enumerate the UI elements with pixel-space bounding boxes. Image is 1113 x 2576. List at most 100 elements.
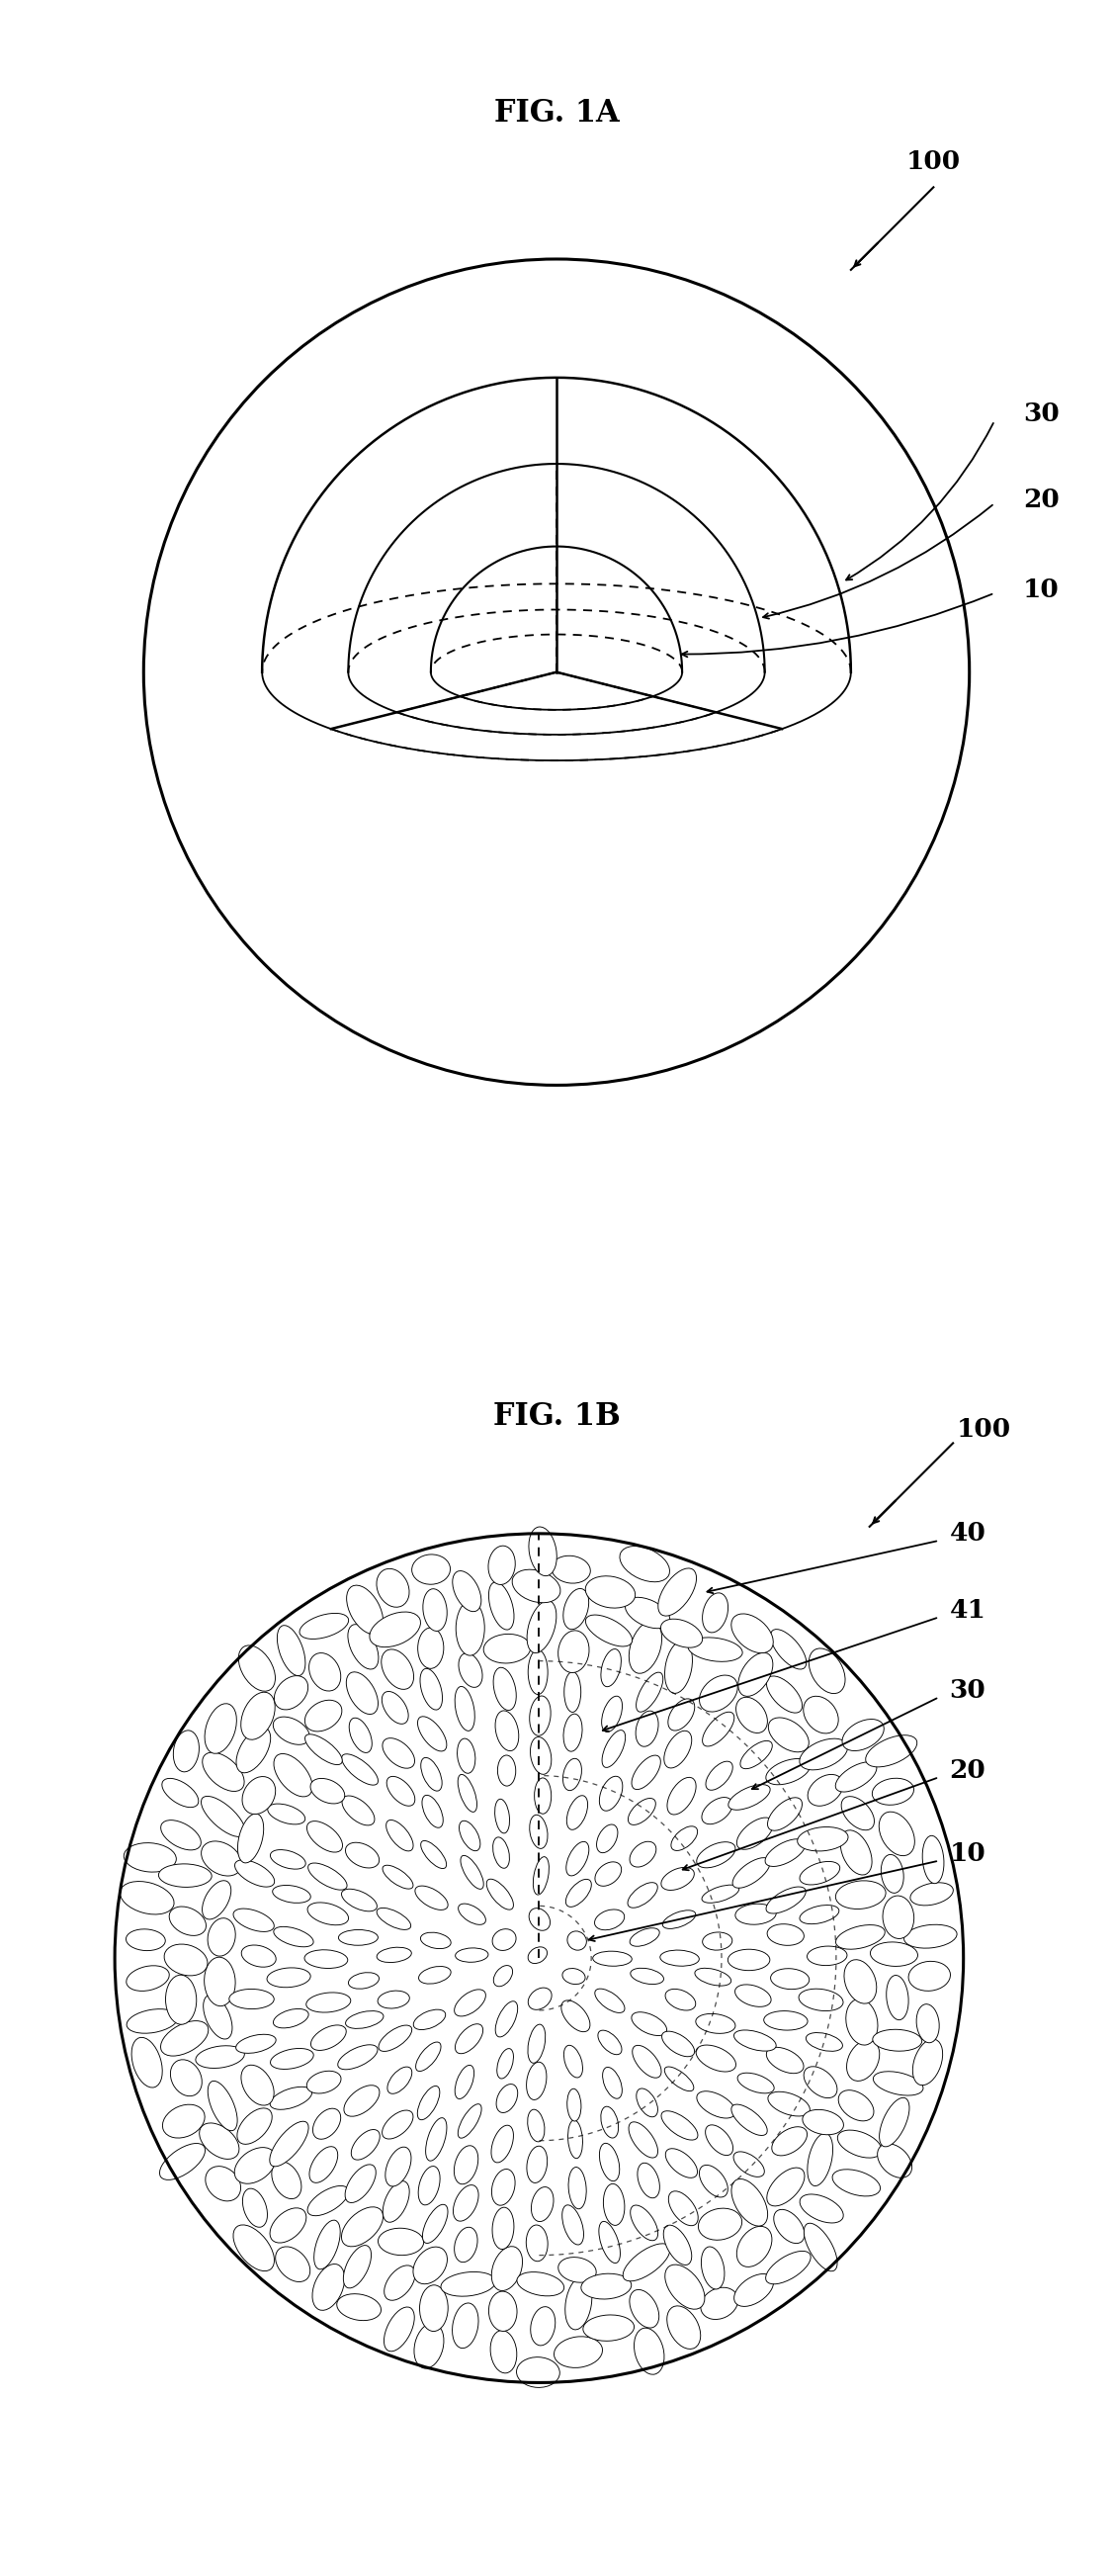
Ellipse shape (585, 1615, 632, 1646)
Ellipse shape (526, 2146, 548, 2182)
Ellipse shape (496, 2084, 518, 2112)
Ellipse shape (174, 1731, 199, 1772)
Ellipse shape (492, 2169, 515, 2205)
Ellipse shape (774, 2210, 805, 2244)
Ellipse shape (126, 1929, 166, 1950)
Ellipse shape (663, 2226, 691, 2264)
Ellipse shape (199, 2123, 239, 2159)
Ellipse shape (873, 2030, 922, 2050)
Ellipse shape (489, 1546, 515, 1584)
Ellipse shape (346, 1584, 383, 1633)
Ellipse shape (382, 2110, 413, 2138)
Ellipse shape (697, 2092, 736, 2117)
Ellipse shape (491, 2125, 513, 2164)
Ellipse shape (637, 2089, 658, 2117)
Ellipse shape (563, 1759, 582, 1790)
Ellipse shape (452, 2303, 479, 2349)
Ellipse shape (229, 1989, 274, 2009)
Ellipse shape (602, 2066, 622, 2099)
Ellipse shape (583, 2316, 634, 2342)
Ellipse shape (277, 1625, 305, 1677)
Ellipse shape (418, 1965, 451, 1984)
Text: 30: 30 (1023, 402, 1060, 425)
Ellipse shape (771, 2128, 807, 2156)
Text: 100: 100 (906, 149, 961, 175)
Ellipse shape (602, 1695, 622, 1731)
Ellipse shape (309, 2146, 337, 2182)
Ellipse shape (599, 2221, 620, 2264)
Ellipse shape (698, 2208, 742, 2241)
Ellipse shape (422, 1795, 443, 1829)
Ellipse shape (384, 2308, 414, 2352)
Ellipse shape (877, 2143, 912, 2177)
Ellipse shape (307, 2071, 341, 2094)
Ellipse shape (799, 1739, 848, 1770)
Ellipse shape (491, 2331, 516, 2372)
Ellipse shape (203, 1880, 232, 1919)
Ellipse shape (602, 1731, 626, 1767)
Ellipse shape (377, 1947, 412, 1963)
Ellipse shape (916, 2004, 939, 2043)
Ellipse shape (569, 2166, 587, 2208)
Ellipse shape (495, 2002, 518, 2038)
Ellipse shape (809, 1649, 845, 1692)
Ellipse shape (454, 2228, 477, 2262)
Ellipse shape (528, 1947, 548, 1963)
Ellipse shape (658, 1569, 697, 1615)
Ellipse shape (629, 2123, 658, 2159)
Ellipse shape (737, 1819, 774, 1850)
Ellipse shape (626, 1597, 670, 1628)
Ellipse shape (528, 2025, 545, 2063)
Ellipse shape (567, 1842, 589, 1875)
Ellipse shape (492, 2208, 514, 2249)
Ellipse shape (206, 2166, 240, 2200)
Ellipse shape (267, 1968, 311, 1986)
Ellipse shape (421, 1757, 442, 1790)
Ellipse shape (269, 2120, 308, 2166)
Ellipse shape (383, 2182, 410, 2223)
Ellipse shape (413, 2009, 445, 2030)
Ellipse shape (238, 1646, 275, 1692)
Ellipse shape (345, 2164, 376, 2202)
Ellipse shape (562, 1968, 585, 1984)
Ellipse shape (667, 1777, 696, 1814)
Ellipse shape (526, 2061, 546, 2099)
Ellipse shape (377, 1991, 410, 2009)
Ellipse shape (531, 2187, 553, 2221)
Ellipse shape (874, 2071, 923, 2094)
Ellipse shape (420, 1669, 442, 1710)
Ellipse shape (666, 1989, 696, 2009)
Ellipse shape (696, 2045, 736, 2071)
Ellipse shape (455, 1687, 475, 1731)
Ellipse shape (489, 1582, 514, 1631)
Ellipse shape (343, 2246, 372, 2287)
Ellipse shape (240, 1692, 275, 1739)
Ellipse shape (205, 1703, 237, 1754)
Ellipse shape (313, 2264, 345, 2311)
Ellipse shape (873, 1777, 914, 1806)
Ellipse shape (160, 1821, 201, 1850)
Ellipse shape (661, 1618, 702, 1649)
Ellipse shape (799, 1906, 839, 1924)
Ellipse shape (417, 2087, 440, 2120)
Ellipse shape (661, 2110, 698, 2141)
Ellipse shape (415, 1886, 447, 1909)
Ellipse shape (383, 1865, 413, 1888)
Ellipse shape (598, 2030, 622, 2056)
Ellipse shape (273, 1886, 311, 1904)
Ellipse shape (664, 2264, 705, 2308)
Ellipse shape (765, 1839, 806, 1868)
Ellipse shape (453, 2184, 479, 2221)
Ellipse shape (273, 1716, 309, 1744)
Ellipse shape (632, 2045, 661, 2079)
Ellipse shape (376, 1909, 411, 1929)
Ellipse shape (370, 1613, 421, 1646)
Ellipse shape (493, 1667, 516, 1710)
Ellipse shape (457, 1739, 475, 1772)
Text: FIG. 1A: FIG. 1A (494, 98, 619, 129)
Ellipse shape (700, 2287, 738, 2318)
Ellipse shape (418, 2166, 440, 2205)
Ellipse shape (208, 1919, 236, 1955)
Ellipse shape (243, 1777, 276, 1814)
Ellipse shape (697, 1842, 736, 1868)
